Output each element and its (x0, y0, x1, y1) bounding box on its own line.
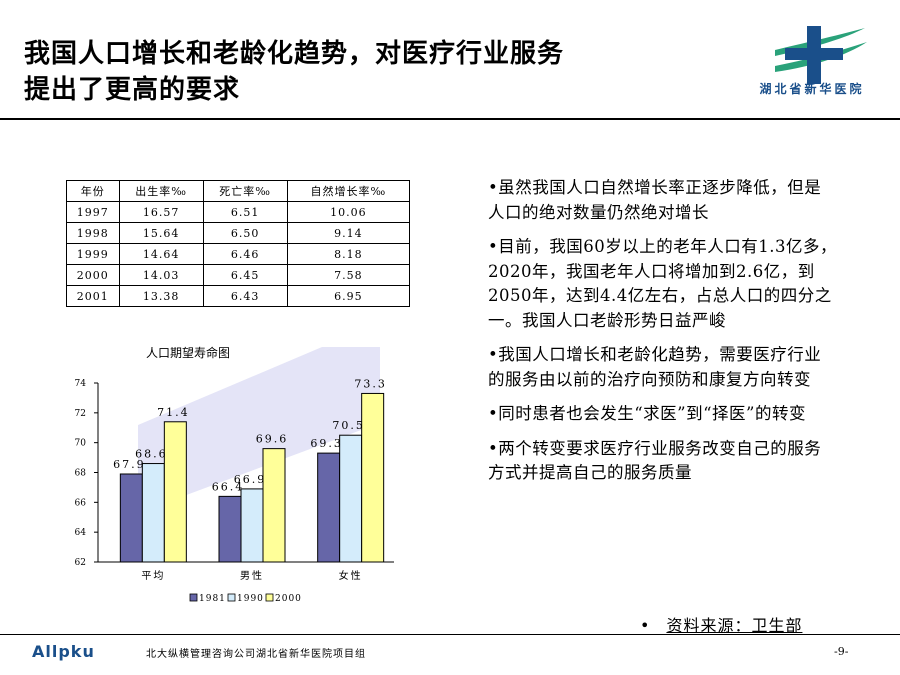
bar-1990-2 (339, 434, 363, 563)
table-row: 2000 14.03 6.45 7.58 (66, 264, 411, 286)
bullet-item: •虽然我国人口自然增长率正逐步降低，但是人口的绝对数量仍然绝对增长 (488, 178, 822, 222)
bullet-dot-icon: • (640, 616, 651, 635)
table-cell: 6.95 (286, 285, 411, 307)
chart-legend: 1981 1990 2000 (189, 593, 302, 604)
table-cell: 8.18 (286, 243, 411, 265)
bar-data-label: 66.4 (212, 480, 245, 493)
y-tick-label: 74 (75, 379, 87, 389)
header-divider (0, 118, 900, 120)
bar-1981-1 (218, 495, 242, 563)
hospital-name: 湖北省新华医院 (759, 82, 865, 96)
table-cell: 6.46 (202, 243, 288, 265)
bar-group (119, 392, 385, 563)
table-cell: 6.51 (202, 201, 288, 223)
table-row: 1998 15.64 6.50 9.14 (66, 222, 411, 244)
table-cell: 6.43 (202, 285, 288, 307)
bullet-list: •虽然我国人口自然增长率正逐步降低，但是人口的绝对数量仍然绝对增长 •目前，我国… (488, 176, 838, 496)
table-cell: 14.64 (118, 243, 204, 265)
bar-1990-1 (240, 488, 264, 563)
table-cell: 1999 (66, 243, 120, 265)
source-text: 资料来源：卫生部 (666, 616, 803, 635)
table-cell: 6.50 (202, 222, 288, 244)
y-tick-label: 68 (75, 469, 87, 479)
bullet-item: •目前，我国60岁以上的老年人口有1.3亿多，2020年，我国老年人口将增加到2… (488, 237, 837, 330)
bar-data-label: 73.3 (354, 377, 387, 390)
bar-1990-0 (141, 463, 165, 563)
y-tick-label: 70 (75, 439, 87, 449)
footer-company: 北大纵横管理咨询公司湖北省新华医院项目组 (146, 649, 366, 660)
bar-data-label: 66.9 (234, 473, 267, 486)
y-tick-label: 64 (75, 528, 87, 538)
legend-label: 2000 (275, 594, 302, 604)
bar-1981-2 (317, 452, 341, 563)
y-axis: 62 64 66 68 70 72 74 (75, 379, 394, 568)
table-cell: 1998 (66, 222, 120, 244)
bar-1981-0 (119, 473, 143, 563)
bar-2000-2 (361, 392, 385, 563)
bar-data-label: 69.6 (256, 433, 289, 446)
bar-data-label: 70.5 (332, 419, 365, 432)
table-cell: 14.03 (118, 264, 204, 286)
table-cell: 7.58 (286, 264, 411, 286)
table-cell: 16.57 (118, 201, 204, 223)
table-header-cell: 出生率‰ (118, 180, 204, 202)
title-line-1: 我国人口增长和老龄化趋势，对医疗行业服务 (24, 39, 565, 69)
bar-2000-1 (262, 448, 286, 563)
table-cell: 1997 (66, 201, 120, 223)
chart-title: 人口期望寿命图 (146, 345, 230, 360)
legend-swatch (265, 593, 274, 602)
allpku-logo-text: Allpku (32, 642, 95, 661)
table-header-cell: 年份 (66, 180, 120, 202)
bar-data-label: 67.9 (113, 458, 146, 471)
bullet-item: •同时患者也会发生“求医”到“择医”的转变 (488, 404, 806, 423)
y-tick-label: 62 (75, 558, 86, 568)
x-tick-label: 女性 (339, 569, 363, 582)
bar-data-label: 69.3 (310, 437, 343, 450)
table-cell: 6.45 (202, 264, 288, 286)
table-cell: 2001 (66, 285, 120, 307)
bar-data-label: 71.4 (157, 406, 190, 419)
birth-death-rate-table: 年份 出生率‰ 死亡率‰ 自然增长率‰ 1997 16.57 6.51 10.0… (66, 180, 411, 307)
table-header-row: 年份 出生率‰ 死亡率‰ 自然增长率‰ (66, 180, 411, 202)
footer-divider (0, 634, 900, 635)
legend-swatch (189, 593, 198, 602)
table-cell: 2000 (66, 264, 120, 286)
bar-data-label: 68.6 (135, 448, 168, 461)
table-cell: 13.38 (118, 285, 204, 307)
table-header-cell: 自然增长率‰ (286, 180, 411, 202)
title-line-2: 提出了更高的要求 (24, 75, 241, 105)
data-label-group: 67.968.6 71.4 66.466.9 69.6 69.3 70.5 73.3 (113, 377, 387, 493)
bullet-item: •两个转变要求医疗行业服务改变自己的服务方式并提高自己的服务质量 (488, 438, 822, 483)
trend-arrow-background (138, 347, 380, 513)
table-header-cell: 死亡率‰ (202, 180, 288, 202)
slide-title: 我国人口增长和老龄化趋势，对医疗行业服务 提出了更高的要求 (24, 36, 664, 108)
hospital-logo-icon (775, 26, 867, 84)
bar-2000-0 (163, 421, 187, 563)
table-cell: 10.06 (286, 201, 411, 223)
page-number: -9- (834, 645, 849, 658)
table-cell: 15.64 (118, 222, 204, 244)
table-cell: 9.14 (286, 222, 411, 244)
legend-label: 1981 (199, 594, 226, 604)
source-note: • 资料来源：卫生部 (640, 612, 802, 636)
allpku-logo-icon: Allpku (32, 642, 95, 661)
table-row: 1999 14.64 6.46 8.18 (66, 243, 411, 265)
table-row: 1997 16.57 6.51 10.06 (66, 201, 411, 223)
legend-swatch (227, 593, 236, 602)
legend-label: 1990 (237, 594, 264, 604)
x-axis-labels: 平均 男性 女性 (141, 569, 363, 582)
bullet-item: •我国人口增长和老龄化趋势，需要医疗行业的服务由以前的治疗向预防和康复方向转变 (488, 345, 822, 389)
x-tick-label: 男性 (240, 569, 264, 582)
table-row: 2001 13.38 6.43 6.95 (66, 285, 411, 307)
y-tick-label: 66 (75, 498, 87, 508)
y-tick-label: 72 (75, 409, 86, 419)
x-tick-label: 平均 (141, 570, 165, 582)
